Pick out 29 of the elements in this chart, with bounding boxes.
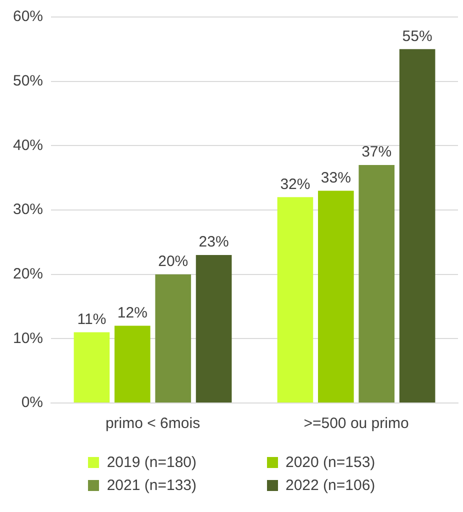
- bar: [277, 197, 314, 402]
- x-tick-label: primo < 6mois: [105, 415, 200, 432]
- bar: [399, 49, 436, 402]
- data-label: 11%: [77, 310, 106, 328]
- y-tick-label: 30%: [12, 201, 44, 218]
- y-tick-label: 10%: [12, 330, 44, 347]
- bar: [155, 274, 192, 402]
- bar: [74, 332, 110, 402]
- bar: [358, 164, 395, 402]
- bar: [114, 326, 150, 402]
- data-label: 33%: [320, 169, 351, 186]
- data-label: 32%: [280, 176, 310, 193]
- bar: [196, 255, 232, 402]
- legend-label: 2019 (n=180): [106, 454, 196, 471]
- legend-label: 2021 (n=133): [106, 477, 196, 494]
- y-tick-label: 60%: [12, 8, 44, 26]
- data-label: 20%: [158, 252, 188, 270]
- y-tick-label: 50%: [12, 72, 44, 90]
- data-label: 55%: [402, 28, 432, 45]
- legend-label: 2020 (n=153): [286, 454, 376, 471]
- data-label: 23%: [198, 234, 229, 251]
- legend-label: 2022 (n=106): [286, 477, 376, 494]
- y-tick-label: 20%: [12, 265, 44, 282]
- bar: [318, 190, 354, 402]
- data-label: 12%: [117, 304, 148, 322]
- x-tick-label: >=500 ou primo: [304, 415, 409, 432]
- y-tick-label: 40%: [12, 136, 44, 154]
- data-label: 37%: [362, 144, 392, 161]
- y-tick-label: 0%: [21, 394, 44, 412]
